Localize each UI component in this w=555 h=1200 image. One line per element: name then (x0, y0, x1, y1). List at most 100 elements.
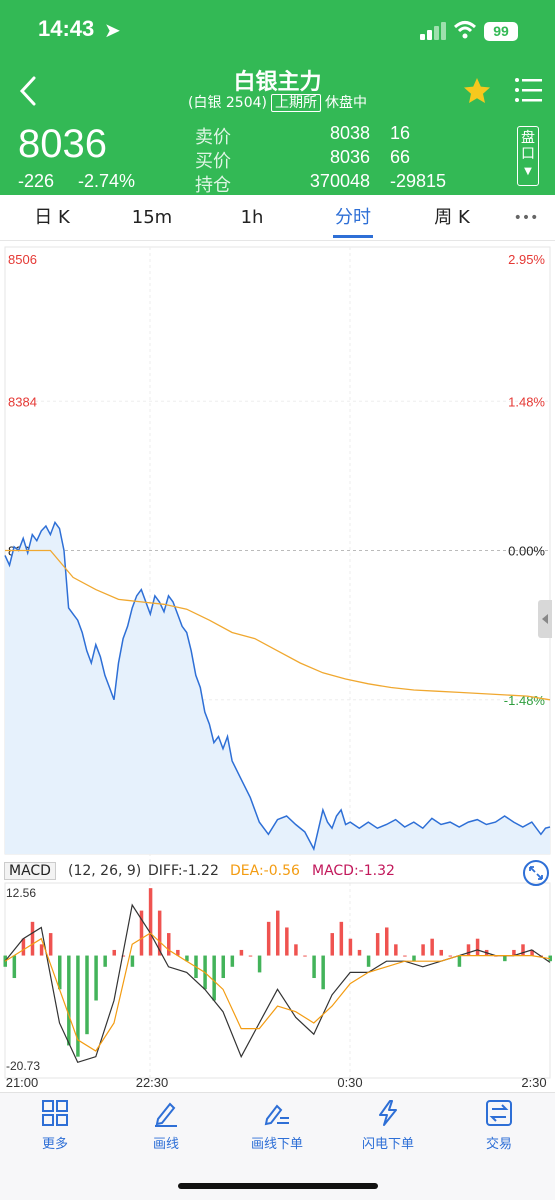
macd-histogram-bar (421, 944, 425, 956)
contract-code: (白银 2504) (187, 95, 267, 111)
menu-icon[interactable] (514, 76, 544, 104)
market-status: 休盘中 (325, 95, 367, 111)
grid-icon (42, 1100, 68, 1126)
wifi-icon (453, 21, 477, 39)
macd-histogram-bar (103, 955, 107, 967)
macd-histogram-bar (257, 955, 262, 973)
macd-histogram-bar (248, 955, 253, 957)
macd-histogram-bar (321, 955, 325, 990)
order-book-button[interactable]: 盘口 ▼ (517, 126, 539, 186)
open-interest-value: 370048 (309, 171, 370, 191)
tab-intraday[interactable]: 分时 (335, 207, 371, 228)
macd-histogram-bar (130, 955, 135, 967)
macd-histogram-bar (85, 955, 89, 1035)
macd-indicator-tag[interactable]: MACD (4, 862, 56, 880)
macd-histogram-bar (121, 955, 126, 957)
macd-histogram-bar (21, 938, 26, 956)
macd-histogram-bar (221, 955, 225, 979)
x-axis-time-label: 21:00 (6, 1075, 39, 1090)
more-tabs-icon[interactable]: ••• (513, 210, 539, 226)
macd-histogram-bar (375, 933, 380, 956)
nav-draw-order-label: 画线下单 (250, 1137, 303, 1152)
pen-icon (155, 1102, 177, 1127)
nav-trade[interactable]: 交易 (454, 1099, 544, 1159)
ask-volume: 16 (390, 123, 411, 143)
tab-daily-k[interactable]: 日 K (34, 207, 70, 228)
macd-histogram-bar (303, 955, 307, 957)
active-tab-indicator (333, 235, 373, 238)
macd-plot-frame (4, 882, 551, 1079)
macd-histogram-bar (348, 938, 353, 956)
macd-histogram-bar (285, 927, 289, 956)
nav-draw-line-label: 画线 (152, 1137, 179, 1152)
macd-histogram-bar (276, 910, 280, 956)
nav-more[interactable]: 更多 (10, 1099, 100, 1159)
macd-histogram-bar (148, 888, 153, 956)
macd-histogram-bar (58, 955, 62, 990)
macd-histogram-bar (412, 955, 416, 962)
bid-price: 8036 (329, 147, 370, 167)
macd-legend: MACD (12, 26, 9) DIFF:-1.22 DEA:-0.56 MA… (0, 859, 555, 886)
caret-down-icon: ▼ (524, 166, 532, 177)
macd-histogram-bar (366, 955, 371, 967)
nav-flash-order[interactable]: 闪电下单 (343, 1099, 433, 1159)
ask-price: 8038 (329, 123, 370, 143)
home-indicator (178, 1183, 378, 1189)
macd-histogram-bar (385, 927, 389, 956)
tab-weekly-k[interactable]: 周 K (434, 207, 470, 228)
bottom-toolbar: 更多 画线 画线下单 闪电下单 交易 (0, 1092, 555, 1200)
y-axis-label-right: 1.48% (508, 394, 545, 409)
x-axis-time-label: 22:30 (136, 1075, 169, 1090)
macd-histogram-bar (112, 949, 116, 956)
signal-icon (420, 22, 446, 40)
nav-draw-line[interactable]: 画线 (121, 1099, 211, 1159)
macd-y-label-bottom: -20.73 (6, 1059, 40, 1073)
macd-histogram-bar (312, 955, 316, 979)
y-axis-label-right: 2.95% (508, 252, 545, 267)
price-change: -226 (18, 171, 55, 191)
y-axis-label-right: -1.48% (504, 693, 546, 708)
ask-label: 卖价 (195, 127, 231, 148)
macd-y-label-top: 12.56 (6, 886, 36, 900)
macd-histogram-bar (457, 955, 462, 967)
macd-histogram-bar (294, 944, 298, 956)
nav-draw-order[interactable]: 画线下单 (232, 1099, 322, 1159)
macd-histogram-bar (139, 910, 144, 956)
nav-trade-label: 交易 (485, 1137, 512, 1152)
order-book-label: 盘口 (521, 130, 535, 162)
y-axis-label-left: 8506 (8, 252, 37, 267)
price-change-percent: -2.74% (78, 171, 136, 191)
macd-histogram-bar (448, 955, 453, 957)
macd-histogram-bar (176, 949, 180, 956)
open-interest-change: -29815 (390, 171, 447, 191)
macd-histogram-bar (185, 955, 189, 962)
chart-area[interactable]: 850683848262814080182.95%1.48%0.00%-1.48… (0, 242, 555, 1092)
intraday-chart[interactable]: 850683848262814080182.95%1.48%0.00%-1.48… (0, 242, 555, 1092)
star-icon[interactable] (462, 76, 492, 106)
back-icon[interactable] (14, 74, 44, 108)
macd-histogram-bar (475, 938, 480, 956)
bid-volume: 66 (390, 147, 411, 167)
macd-histogram-bar (230, 955, 235, 967)
side-panel-handle[interactable] (538, 600, 552, 638)
status-time: 14:43 (38, 16, 95, 41)
macd-histogram-bar (157, 910, 162, 956)
period-tabs: 日 K 15m 1h 分时 周 K ••• (0, 195, 555, 241)
macd-histogram-bar (12, 955, 17, 979)
page-title: 白银主力 (233, 70, 322, 95)
macd-histogram-bar (466, 944, 471, 956)
tab-1h[interactable]: 1h (240, 207, 264, 228)
macd-histogram-bar (339, 921, 344, 956)
open-interest-label: 持仓 (195, 175, 231, 196)
price-line (4, 520, 551, 852)
macd-histogram-bar (430, 938, 434, 956)
x-axis-time-label: 0:30 (337, 1075, 362, 1090)
macd-histogram-bar (30, 921, 35, 956)
price-area-fill (5, 522, 550, 854)
macd-dea-value: DEA:-0.56 (230, 863, 300, 879)
y-axis-label-right: 0.00% (508, 544, 545, 559)
bid-label: 买价 (195, 151, 231, 172)
expand-icon[interactable] (523, 860, 549, 886)
tab-15m[interactable]: 15m (131, 207, 173, 228)
macd-histogram-bar (330, 933, 334, 956)
